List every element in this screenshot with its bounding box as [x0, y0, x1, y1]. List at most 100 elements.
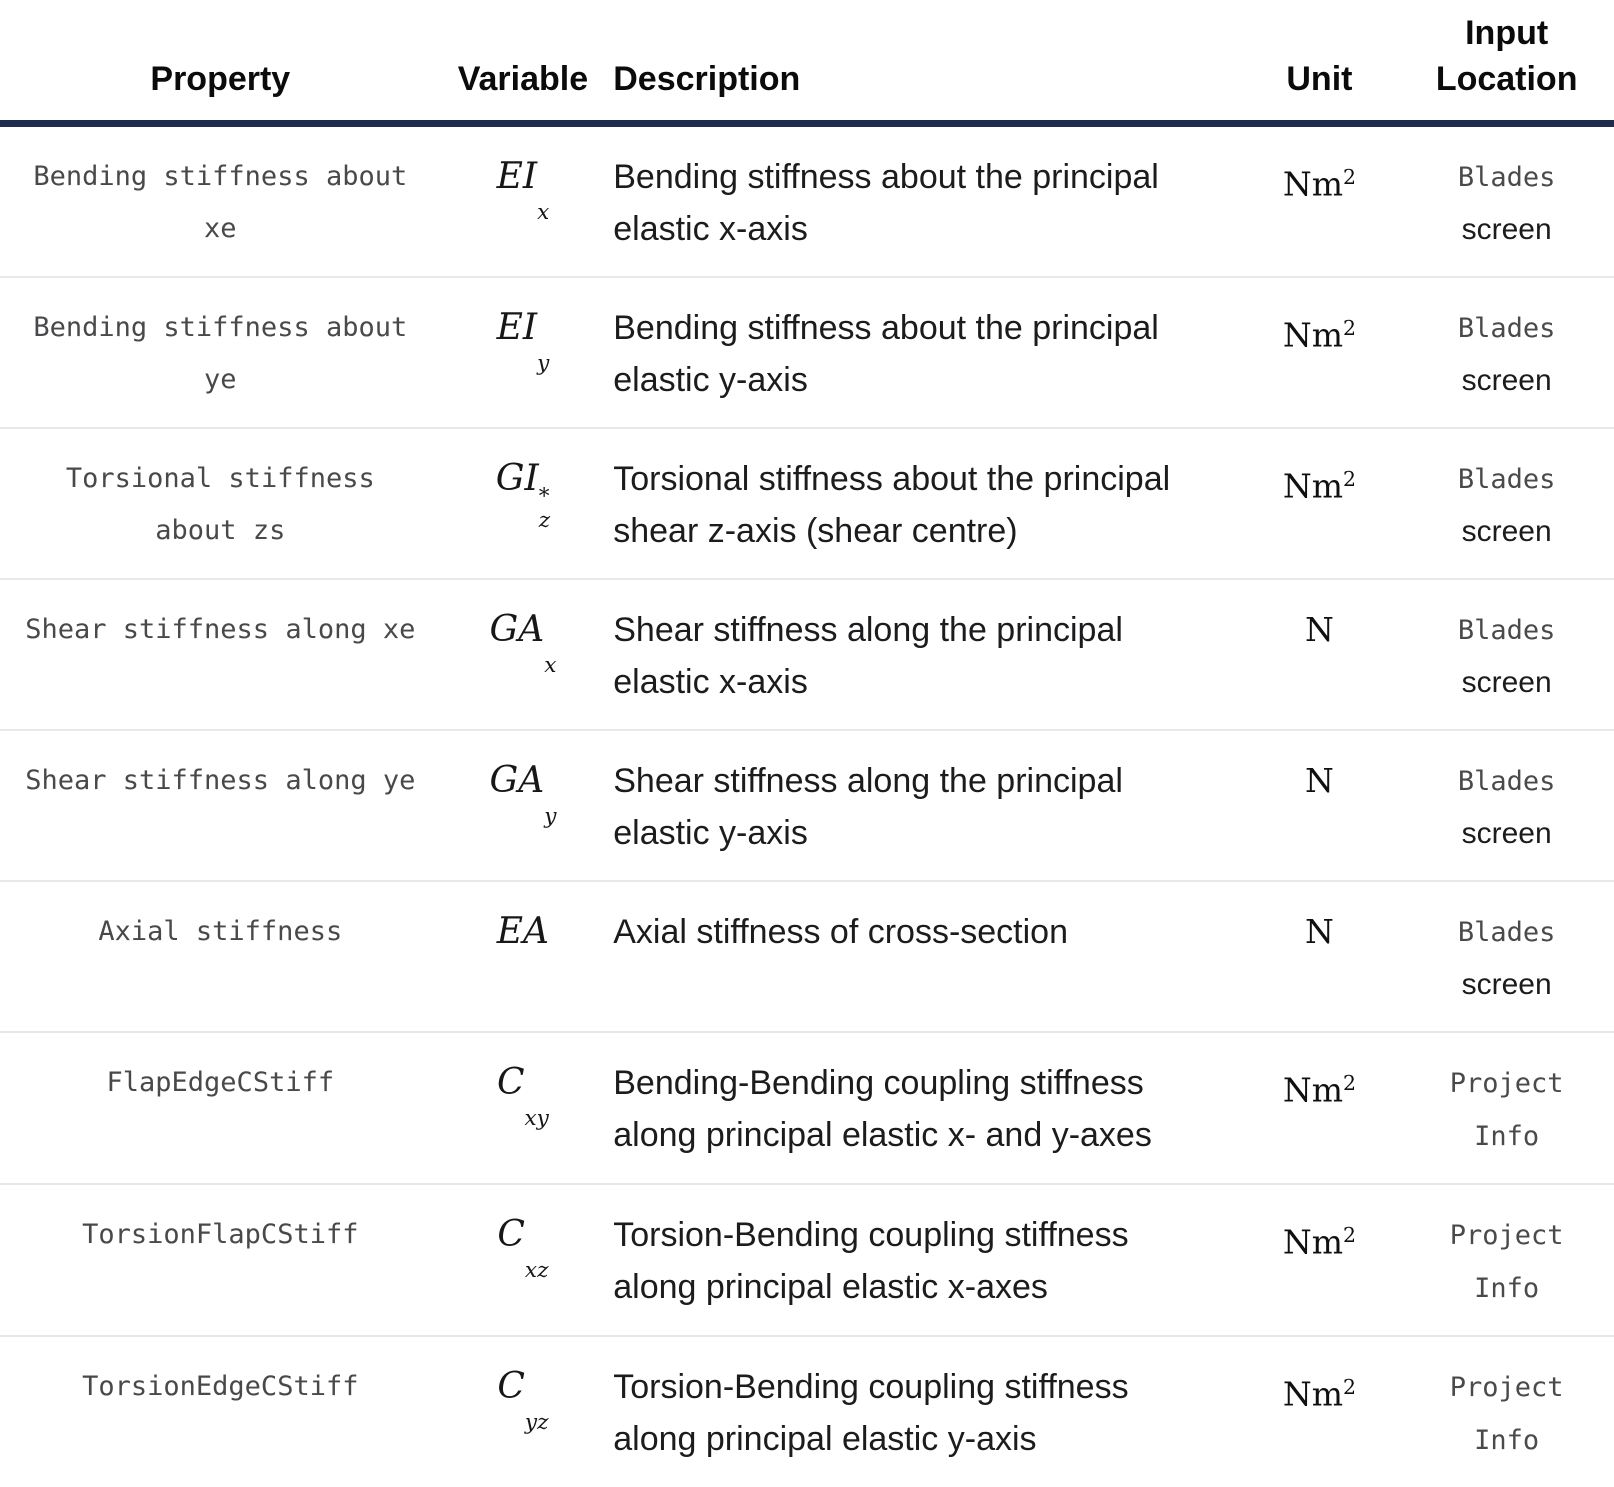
variable-cell: GA x [440, 578, 606, 730]
unit-base: N [1304, 761, 1334, 800]
column-header-property: Property [0, 0, 441, 127]
column-header-unit: Unit [1239, 0, 1400, 127]
variable-base: GA [489, 760, 545, 801]
input-location-code: Project Info [1449, 1068, 1564, 1152]
column-header-description: Description [605, 0, 1240, 127]
variable-symbol: GI * z [495, 458, 550, 532]
unit-base: Nm [1282, 1222, 1343, 1262]
variable-subscript: xz [524, 1257, 549, 1283]
input-location-text: screen [1461, 515, 1552, 548]
input-location-cell: Blades screen [1399, 124, 1614, 278]
unit-base: N [1304, 912, 1334, 951]
unit-cell: N [1239, 729, 1400, 881]
description-cell: Axial stiffness of cross-section [605, 880, 1240, 1032]
property-cell: FlapEdgeCStiff [0, 1031, 441, 1184]
description-cell: Shear stiffness along the principal elas… [605, 578, 1240, 730]
unit-cell: N [1239, 880, 1400, 1032]
unit-superscript: 2 [1343, 1375, 1357, 1399]
input-location-cell: Blades screen [1399, 427, 1614, 579]
variable-subscript: x [544, 652, 557, 678]
table-row: Shear stiffness along xe GA x Shear stiff… [0, 578, 1614, 730]
property-cell: Shear stiffness along ye [0, 729, 441, 881]
input-location-text: screen [1461, 213, 1552, 246]
variable-subscript: y [537, 350, 550, 376]
table-row: Torsional stiffness about zs GI * z Torsio… [0, 427, 1614, 579]
variable-subscript: z [538, 507, 551, 533]
unit-cell: N [1239, 578, 1400, 730]
variable-cell: GI * z [440, 427, 606, 579]
variable-base: EA [496, 911, 550, 952]
variable-cell: EI y [440, 276, 606, 428]
input-location-code: Blades [1457, 313, 1556, 344]
variable-cell: EI x [441, 124, 606, 278]
input-location-code: Blades [1457, 766, 1556, 797]
variable-symbol: GA x [489, 609, 556, 677]
table-row: Shear stiffness along ye GA y Shear stiff… [0, 729, 1614, 881]
table-header-row: Property Variable Description Unit Input… [0, 0, 1614, 127]
unit-base: Nm [1282, 1070, 1343, 1110]
variable-subscript: x [537, 199, 550, 225]
property-cell: Bending stiffness about xe [33, 161, 408, 244]
property-cell: TorsionEdgeCStiff [0, 1335, 441, 1487]
unit-superscript: 2 [1343, 1223, 1357, 1247]
column-header-input-location: Input Location [1399, 0, 1614, 127]
variable-cell: EA [440, 880, 606, 1032]
input-location-cell: Project Info [1399, 1183, 1614, 1336]
unit-cell: Nm2 [1239, 276, 1400, 428]
unit-superscript: 2 [1343, 316, 1357, 340]
variable-symbol: EA [497, 911, 549, 952]
unit-base: N [1304, 610, 1334, 649]
variable-base: C [496, 1062, 525, 1103]
variable-superscript: * [538, 483, 550, 509]
input-location-code: Blades [1457, 917, 1556, 948]
variable-cell: GA y [440, 729, 606, 881]
variable-base: C [497, 1366, 525, 1407]
variable-subscript: y [544, 803, 557, 829]
variable-symbol: EI y [496, 307, 550, 375]
input-location-cell: Blades screen [1399, 276, 1614, 428]
variable-base: GI [495, 458, 539, 499]
description-cell: Shear stiffness along the principal elas… [605, 729, 1240, 881]
description-cell: Bending stiffness about the principal el… [605, 276, 1240, 428]
variable-subscript: yz [524, 1409, 549, 1435]
table-row: Bending stiffness about xe EI x Bending s… [0, 124, 1614, 278]
unit-superscript: 2 [1343, 165, 1357, 189]
table-row: Bending stiffness about ye EI y Bending s… [0, 276, 1614, 428]
input-location-code: Blades [1457, 464, 1556, 495]
variable-base: C [497, 1214, 525, 1255]
property-cell: Torsional stiffness about zs [0, 427, 441, 579]
unit-superscript: 2 [1343, 1071, 1357, 1095]
unit-cell: Nm2 [1240, 124, 1400, 278]
description-cell: Bending stiffness about the principal el… [613, 158, 1159, 248]
input-location-code: Project Info [1449, 1220, 1564, 1304]
input-location-text: screen [1461, 666, 1552, 699]
input-location-cell: Blades screen [1399, 729, 1614, 881]
variable-base: EI [496, 156, 538, 197]
input-location-cell: Blades screen [1399, 880, 1614, 1032]
input-location-text: screen [1461, 817, 1552, 850]
input-location-code: Blades [1457, 615, 1556, 646]
input-location-cell: Blades screen [1399, 578, 1614, 730]
unit-cell: Nm2 [1239, 427, 1400, 579]
variable-subscript: xy [524, 1105, 549, 1131]
variable-base: EI [496, 307, 538, 348]
unit-base: Nm [1282, 466, 1343, 506]
property-cell: Bending stiffness about ye [0, 276, 441, 428]
description-cell: Bending-Bending coupling stiffness along… [605, 1031, 1240, 1184]
variable-base: GA [489, 609, 545, 650]
description-cell: Torsion-Bending coupling stiffness along… [605, 1335, 1240, 1487]
input-location-cell: Project Info [1399, 1031, 1614, 1184]
column-header-variable: Variable [440, 0, 606, 127]
unit-base: Nm [1282, 1374, 1343, 1414]
input-location-text: screen [1461, 968, 1552, 1001]
unit-cell: Nm2 [1239, 1183, 1400, 1336]
unit-cell: Nm2 [1239, 1031, 1400, 1184]
unit-superscript: 2 [1343, 467, 1357, 491]
